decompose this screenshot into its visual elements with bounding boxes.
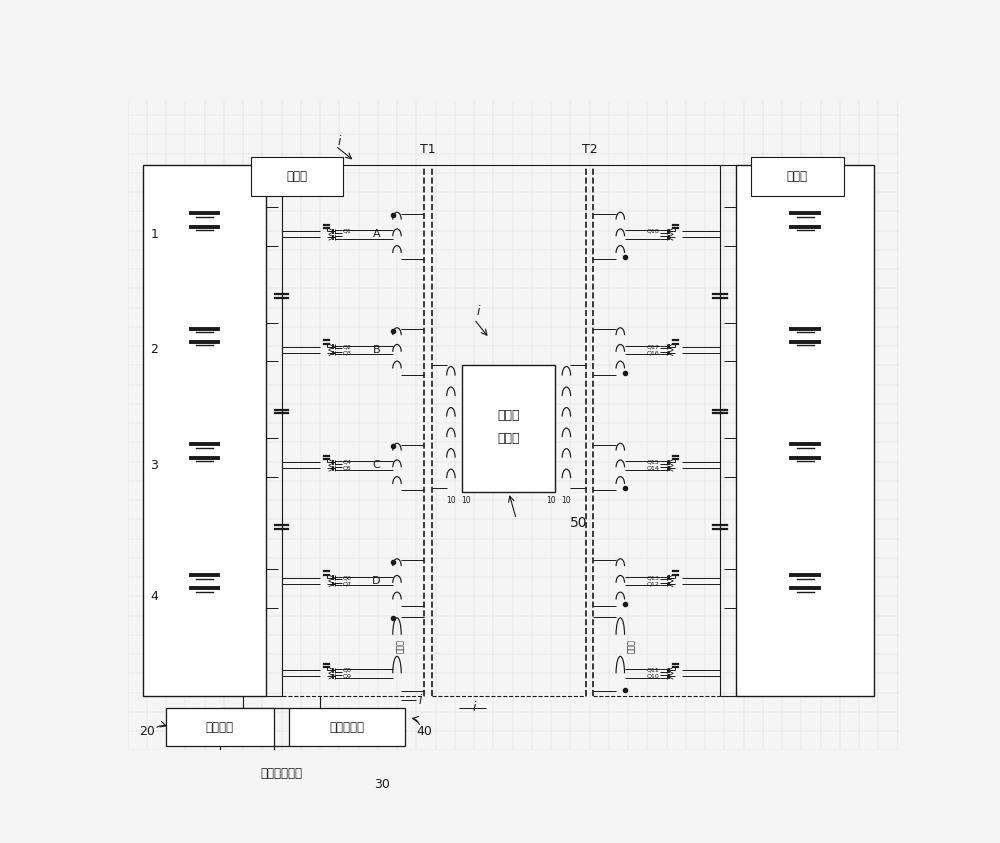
Text: i: i	[472, 701, 476, 714]
Text: T1: T1	[420, 143, 436, 156]
Text: Q17: Q17	[647, 345, 660, 349]
Text: C: C	[372, 460, 380, 470]
Text: Q16: Q16	[647, 351, 660, 356]
Text: Q10: Q10	[647, 674, 660, 679]
Bar	[143, 165, 266, 696]
Text: Q15: Q15	[647, 460, 660, 464]
Text: 50: 50	[570, 516, 588, 530]
Text: i: i	[418, 694, 422, 706]
Text: 2: 2	[151, 343, 158, 357]
Text: i: i	[338, 136, 341, 148]
Text: i: i	[476, 305, 480, 318]
Text: 变压器: 变压器	[627, 639, 636, 653]
Text: 30: 30	[374, 778, 390, 792]
Bar	[251, 158, 343, 196]
Text: 极性转: 极性转	[497, 409, 520, 422]
Text: 均衡控制单元: 均衡控制单元	[260, 767, 302, 780]
Text: Q5: Q5	[342, 466, 351, 471]
Text: 1: 1	[151, 228, 158, 241]
Text: 隔离变压器: 隔离变压器	[329, 721, 364, 733]
Text: 10: 10	[446, 496, 456, 504]
Text: Q4: Q4	[342, 460, 351, 464]
Text: 最高节: 最高节	[286, 170, 307, 183]
Text: Q2: Q2	[342, 345, 351, 349]
Text: 最低节: 最低节	[787, 170, 808, 183]
Text: 采集单元: 采集单元	[206, 721, 234, 733]
Text: 变压器: 变压器	[396, 639, 405, 653]
Text: Q3: Q3	[342, 351, 351, 356]
Text: 3: 3	[151, 459, 158, 472]
Text: Q7: Q7	[342, 582, 351, 587]
Bar	[462, 365, 555, 492]
Text: Q11: Q11	[647, 668, 660, 673]
Bar	[205, 754, 358, 792]
Text: T2: T2	[582, 143, 597, 156]
Text: Q12: Q12	[647, 582, 660, 587]
Text: 40: 40	[416, 724, 432, 738]
Text: 10: 10	[546, 496, 556, 504]
Text: 10: 10	[562, 496, 571, 504]
Text: 10: 10	[461, 496, 471, 504]
Bar	[289, 708, 405, 746]
Text: Q6: Q6	[342, 576, 351, 580]
Text: Q13: Q13	[647, 576, 660, 580]
Text: Q9: Q9	[342, 674, 351, 679]
Text: 20: 20	[139, 724, 155, 738]
Text: B: B	[372, 345, 380, 355]
Text: 换单元: 换单元	[497, 432, 520, 445]
Text: D: D	[372, 576, 380, 586]
Text: A: A	[372, 229, 380, 239]
Bar	[736, 165, 874, 696]
Bar	[751, 158, 844, 196]
Text: Q8: Q8	[342, 668, 351, 673]
Text: 4: 4	[151, 590, 158, 603]
Text: Q1: Q1	[342, 229, 351, 234]
Text: Q18: Q18	[647, 229, 660, 234]
Bar	[166, 708, 274, 746]
Text: Q14: Q14	[647, 466, 660, 471]
